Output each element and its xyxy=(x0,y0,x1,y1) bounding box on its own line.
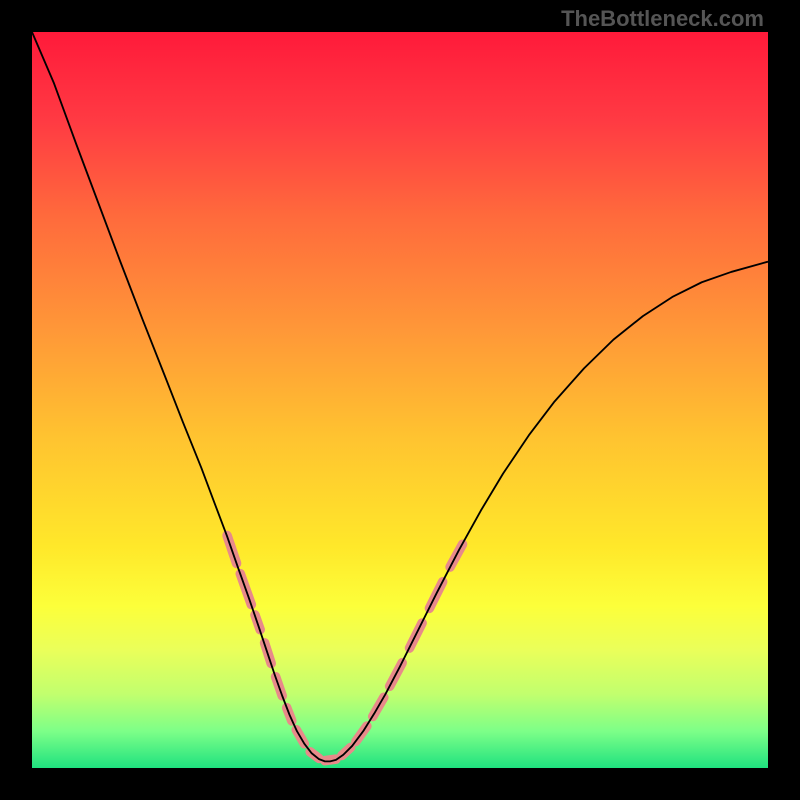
watermark-label: TheBottleneck.com xyxy=(561,6,764,32)
bottleneck-curve xyxy=(32,32,768,761)
plot-area xyxy=(32,32,768,768)
bottleneck-curve-chart xyxy=(32,32,768,768)
chart-frame: TheBottleneck.com xyxy=(0,0,800,800)
